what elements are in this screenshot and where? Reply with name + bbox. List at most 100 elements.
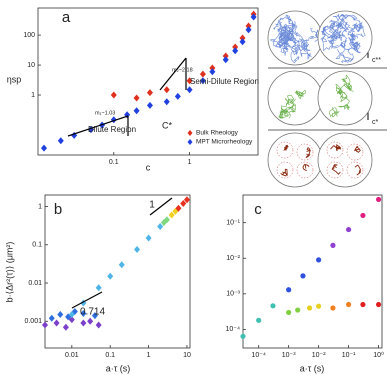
polymer-chain xyxy=(279,103,297,116)
y-tick-label: 0.1 xyxy=(32,242,42,249)
x-tick-label: 0.1 xyxy=(109,159,119,166)
concentration-label: c** xyxy=(372,57,381,64)
data-point xyxy=(175,204,182,212)
data-point xyxy=(91,312,98,320)
data-point xyxy=(245,26,252,34)
polymer-chain xyxy=(335,83,351,96)
concentration-label: c* xyxy=(372,119,379,126)
data-point xyxy=(95,284,102,292)
data-point xyxy=(146,89,153,97)
x-tick-label: 1 xyxy=(147,352,151,359)
polymer-chain xyxy=(338,96,350,111)
data-point xyxy=(133,107,140,115)
data-point xyxy=(168,211,175,219)
x-tick-label: 0.01 xyxy=(65,352,79,359)
polymer-chain xyxy=(329,106,340,118)
polymer-chain xyxy=(339,40,360,51)
data-point xyxy=(232,47,239,55)
data-point xyxy=(186,77,193,85)
data-point xyxy=(240,333,246,339)
legend-marker xyxy=(187,139,193,145)
polymer-chain xyxy=(280,168,288,177)
x-tick-label: 1 xyxy=(188,159,192,166)
data-point xyxy=(286,309,292,316)
polymer-chain xyxy=(290,45,300,64)
solution-circle xyxy=(267,70,323,126)
solution-circle xyxy=(267,132,323,188)
data-point xyxy=(110,91,117,99)
polymer-chain xyxy=(301,28,319,45)
solution-circle xyxy=(317,132,373,188)
data-point xyxy=(133,94,140,102)
data-point xyxy=(80,309,87,317)
coil-domain xyxy=(276,161,294,179)
data-point xyxy=(199,70,206,78)
data-point xyxy=(375,196,382,203)
y-tick-label: 1 xyxy=(31,92,35,99)
data-point xyxy=(95,321,102,329)
polymer-chain xyxy=(302,164,310,172)
coil-domain xyxy=(346,161,364,179)
data-point xyxy=(360,301,366,308)
x-tick-label: 10⁻⁴ xyxy=(251,352,266,359)
y-axis-label: ηsp xyxy=(7,74,22,84)
polymer-chain xyxy=(294,89,307,100)
panel-label: c xyxy=(254,201,262,218)
data-point xyxy=(316,303,322,309)
data-point xyxy=(295,307,301,313)
data-point xyxy=(180,199,187,207)
polymer-chain xyxy=(282,14,295,30)
y-tick-label: 10 xyxy=(27,62,35,69)
data-point xyxy=(239,34,246,42)
annotation: 0.714 xyxy=(80,307,105,318)
polymer-chain xyxy=(345,15,363,34)
x-tick-label: 10 xyxy=(183,352,191,359)
data-point xyxy=(68,311,75,319)
coil-domain xyxy=(296,143,314,161)
data-point xyxy=(57,311,64,319)
data-point xyxy=(209,68,216,76)
coil-domain xyxy=(346,143,364,161)
y-tick-label: 0.001 xyxy=(24,318,42,325)
polymer-chain xyxy=(330,143,341,151)
polymer-chain xyxy=(321,25,333,39)
data-point xyxy=(174,92,181,100)
polymer-chain xyxy=(335,49,354,64)
data-point xyxy=(118,261,125,269)
annotation: C* xyxy=(162,120,172,130)
polymer-chain xyxy=(341,74,354,93)
x-axis-label: a·τ (s) xyxy=(300,363,325,373)
data-point xyxy=(245,22,252,30)
coil-domain xyxy=(326,161,344,179)
data-point xyxy=(87,317,94,325)
x-axis-label: a·τ (s) xyxy=(106,363,131,373)
coil-domain xyxy=(276,141,294,159)
polymer-chain xyxy=(354,164,361,176)
data-point xyxy=(146,101,153,109)
data-point xyxy=(250,13,257,21)
data-point xyxy=(222,52,229,60)
annotation: m₂~2.18 xyxy=(172,67,193,73)
polymer-chain xyxy=(273,17,287,37)
polymer-chain xyxy=(305,146,311,159)
data-point xyxy=(316,257,322,263)
data-point xyxy=(163,86,170,94)
data-point xyxy=(360,212,366,219)
x-tick-label: 0.1 xyxy=(105,352,115,359)
polymer-chain xyxy=(272,32,294,49)
polymer-chain xyxy=(284,94,296,110)
annotation: Semi-Dilute Region xyxy=(190,77,259,86)
slope-guide xyxy=(149,197,173,216)
data-point xyxy=(48,314,55,322)
plot-area xyxy=(42,196,190,331)
data-point xyxy=(222,56,229,64)
data-point xyxy=(80,319,87,327)
data-point xyxy=(53,319,60,327)
polymer-chain xyxy=(286,35,308,48)
x-tick-label: 10⁻³ xyxy=(282,352,296,359)
data-point xyxy=(300,273,306,279)
polymer-chain xyxy=(335,19,350,30)
panel-label: b xyxy=(54,201,62,218)
data-point xyxy=(330,242,336,248)
